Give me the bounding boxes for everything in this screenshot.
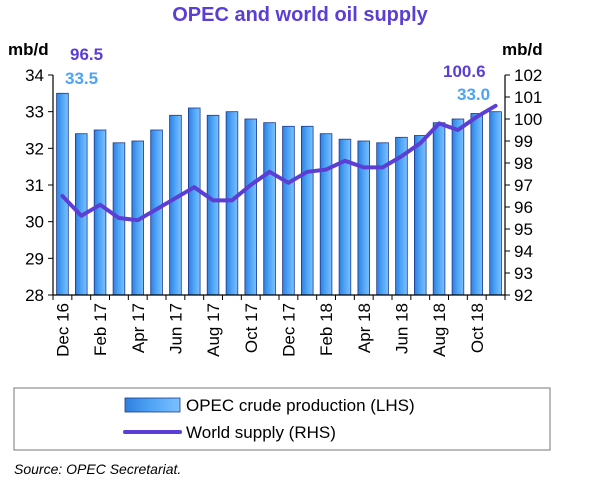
x-tick-label: Oct 17 [242,303,261,353]
x-tick-label: Feb 17 [91,303,110,356]
left-tick-label: 28 [25,286,44,305]
x-tick-label: Oct 18 [468,303,487,353]
bar-jan-18 [300,125,314,296]
legend-box [13,387,551,451]
annotation-first-bar-value: 33.5 [65,69,98,88]
right-tick-label: 96 [514,198,533,217]
left-tick-label: 34 [25,66,44,85]
x-tick-label: Apr 18 [355,303,374,353]
legend-bar-label: OPEC crude production (LHS) [186,396,415,415]
world-supply-line [60,103,498,223]
x-tick-label: Feb 18 [317,303,336,356]
right-tick-label: 99 [514,132,533,151]
legend: OPEC crude production (LHS) World supply … [13,387,551,451]
right-tick-label: 93 [514,264,533,283]
annotation-last-line-value: 100.6 [443,62,486,81]
bar-dec-17 [282,125,295,296]
bar-jun-17 [169,114,182,296]
x-tick-label: Dec 16 [53,303,72,357]
bar-feb-17 [93,129,107,296]
bar-nov-17 [263,122,276,296]
legend-line-label: World supply (RHS) [186,423,336,442]
right-tick-label: 95 [514,220,533,239]
bar-feb-18 [319,133,333,296]
bar-aug-18 [432,122,446,296]
left-tick-label: 30 [25,213,44,232]
bar-nov-18 [489,111,502,296]
left-tick-label: 33 [25,103,44,122]
x-tick-label: Apr 17 [129,303,148,353]
legend-bar-swatch [124,397,181,413]
right-tick-label: 94 [514,242,533,261]
x-tick-label: Jun 17 [166,303,185,354]
chart-title: OPEC and world oil supply [172,4,428,26]
bar-sep-18 [451,118,465,296]
line-group [60,103,498,223]
bar-oct-18 [470,113,483,296]
source-note: Source: OPEC Secretariat. [14,461,182,477]
bar-oct-17 [244,118,257,296]
annotation-last-bar-value: 33.0 [457,85,490,104]
bar-sep-17 [225,111,239,296]
left-tick-label: 32 [25,139,44,158]
right-tick-label: 102 [514,66,542,85]
right-tick-label: 98 [514,154,533,173]
left-unit-label: mb/d [8,40,49,59]
left-tick-label: 29 [25,249,44,268]
right-tick-label: 92 [514,286,533,305]
x-tick-label: Jun 18 [392,303,411,354]
right-unit-label: mb/d [502,40,543,59]
right-tick-label: 100 [514,110,542,129]
bar-jul-18 [413,135,427,296]
bars-group [56,92,502,296]
bar-aug-17 [206,114,220,296]
right-tick-label: 101 [514,88,542,107]
bar-jul-17 [187,107,201,296]
left-tick-label: 31 [25,176,44,195]
annotation-first-line-value: 96.5 [70,45,103,64]
right-tick-label: 97 [514,176,533,195]
x-tick-label: Aug 18 [430,303,449,357]
x-tick-label: Dec 17 [279,303,298,357]
x-tick-label: Aug 17 [204,303,223,357]
